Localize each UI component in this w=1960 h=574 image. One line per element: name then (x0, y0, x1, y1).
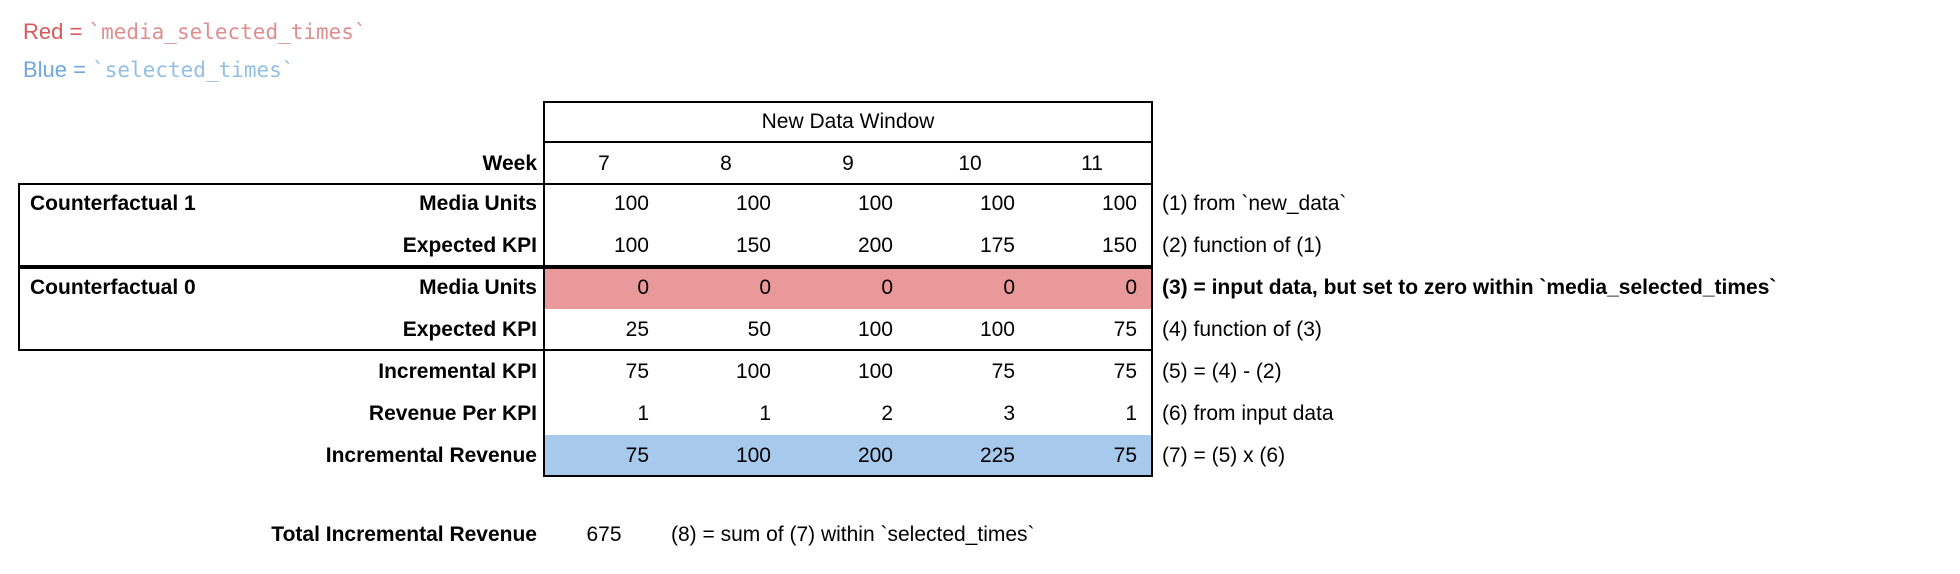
value-cell: 100 (1101, 192, 1137, 215)
value-cell: 100 (735, 360, 771, 383)
table-row-media-units-cf0: Counterfactual 0 Media Units 0 0 0 0 0 (… (0, 267, 1960, 309)
total-label: Total Incremental Revenue (271, 523, 537, 546)
row-note: (1) from `new_data` (1162, 192, 1347, 215)
table-row-expected-kpi-cf1: Expected KPI 100 150 200 175 150 (2) fun… (0, 225, 1960, 267)
value-cell: 75 (625, 360, 649, 383)
window-header-row: New Data Window (0, 101, 1960, 143)
legend-red-line: Red = `media_selected_times` (23, 13, 367, 51)
week-label: Week (482, 152, 537, 175)
row-label: Incremental Revenue (325, 444, 537, 467)
table-row-incremental-kpi: Incremental KPI 75 100 100 75 75 (5) = (… (0, 351, 1960, 393)
week-row: Week 7 8 9 10 11 (0, 143, 1960, 185)
value-cell: 200 (857, 444, 893, 467)
value-cell: 0 (637, 276, 649, 299)
row-label: Revenue Per KPI (368, 402, 537, 425)
value-cell: 75 (1113, 318, 1137, 341)
week-cell: 11 (1081, 152, 1103, 175)
value-cell: 25 (625, 318, 649, 341)
value-cell: 200 (857, 234, 893, 257)
value-cell: 0 (1003, 276, 1015, 299)
value-cell: 100 (979, 318, 1015, 341)
value-cell: 1 (1125, 402, 1137, 425)
value-cell: 1 (637, 402, 649, 425)
row-label: Media Units (419, 276, 537, 299)
new-data-window-title: New Data Window (761, 110, 935, 133)
row-note: (7) = (5) x (6) (1162, 444, 1286, 467)
value-cell: 150 (1101, 234, 1137, 257)
value-cell: 100 (979, 192, 1015, 215)
week-cell: 10 (958, 152, 982, 175)
row-label: Expected KPI (402, 318, 537, 341)
value-cell: 0 (881, 276, 893, 299)
value-cell: 100 (857, 192, 893, 215)
legend-blue-code: `selected_times` (92, 58, 295, 82)
legend-red-label: Red = (23, 19, 89, 44)
week-cell: 8 (720, 152, 732, 175)
row-note: (2) function of (1) (1162, 234, 1322, 257)
table-row-incremental-revenue: Incremental Revenue 75 100 200 225 75 (7… (0, 435, 1960, 477)
legend-blue-label: Blue = (23, 57, 93, 82)
total-note: (8) = sum of (7) within `selected_times` (671, 523, 1035, 546)
value-cell: 100 (613, 192, 649, 215)
table-row-revenue-per-kpi: Revenue Per KPI 1 1 2 3 1 (6) from input… (0, 393, 1960, 435)
table-row-media-units-cf1: Counterfactual 1 Media Units 100 100 100… (0, 183, 1960, 225)
row-label: Media Units (419, 192, 537, 215)
week-cell: 7 (598, 152, 610, 175)
value-cell: 1 (759, 402, 771, 425)
total-value: 675 (586, 523, 622, 546)
row-label: Expected KPI (402, 234, 537, 257)
row-label: Incremental KPI (378, 360, 537, 383)
table-row-expected-kpi-cf0: Expected KPI 25 50 100 100 75 (4) functi… (0, 309, 1960, 351)
value-cell: 50 (747, 318, 771, 341)
counterfactual-1-label: Counterfactual 1 (30, 192, 196, 215)
value-cell: 2 (881, 402, 893, 425)
week-cell: 9 (842, 152, 854, 175)
legend-blue-line: Blue = `selected_times` (23, 51, 367, 89)
value-cell: 100 (735, 444, 771, 467)
value-cell: 225 (979, 444, 1015, 467)
value-cell: 75 (1113, 444, 1137, 467)
total-row: Total Incremental Revenue 675 (8) = sum … (0, 514, 1960, 556)
value-cell: 75 (1113, 360, 1137, 383)
row-note: (4) function of (3) (1162, 318, 1322, 341)
value-cell: 75 (625, 444, 649, 467)
row-note: (5) = (4) - (2) (1162, 360, 1282, 383)
counterfactual-0-label: Counterfactual 0 (30, 276, 196, 299)
value-cell: 100 (857, 318, 893, 341)
legend: Red = `media_selected_times` Blue = `sel… (23, 13, 367, 89)
legend-red-code: `media_selected_times` (88, 20, 367, 44)
value-cell: 175 (979, 234, 1015, 257)
value-cell: 0 (1125, 276, 1137, 299)
value-cell: 0 (759, 276, 771, 299)
red-row-highlight (545, 269, 1151, 309)
row-note: (3) = input data, but set to zero within… (1162, 276, 1777, 299)
value-cell: 75 (991, 360, 1015, 383)
value-cell: 100 (857, 360, 893, 383)
blue-row-highlight (545, 435, 1151, 475)
value-cell: 3 (1003, 402, 1015, 425)
value-cell: 150 (735, 234, 771, 257)
row-note: (6) from input data (1162, 402, 1334, 425)
value-cell: 100 (613, 234, 649, 257)
value-cell: 100 (735, 192, 771, 215)
